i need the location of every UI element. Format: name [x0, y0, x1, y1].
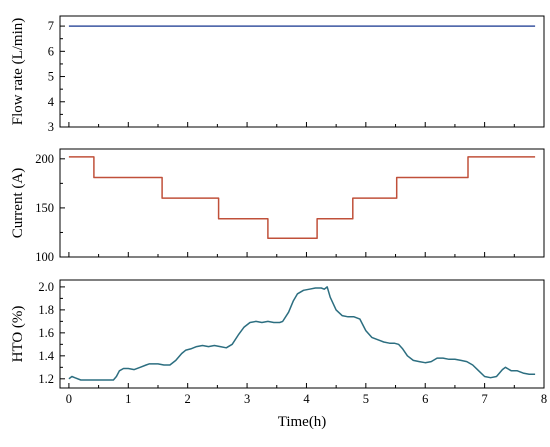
x-tick-label: 7: [481, 392, 487, 406]
y-tick-label: 1.2: [38, 372, 54, 386]
plot-frame: [59, 148, 545, 258]
y-tick-label: 4: [48, 95, 55, 109]
x-tick-label: 2: [185, 392, 191, 406]
y-tick-label: 1.8: [38, 303, 54, 317]
x-tick-label: 6: [422, 392, 428, 406]
y-tick-label: 200: [35, 152, 54, 166]
y-tick-label: 1.4: [38, 349, 54, 363]
y-tick-label: 7: [48, 19, 54, 33]
y-tick-label: 3: [48, 120, 54, 134]
x-tick-label: 5: [363, 392, 369, 406]
x-axis-label: Time(h): [278, 414, 327, 430]
series-line: [68, 286, 536, 381]
flow-rate-panel: 3 4 5 6 7 Flow rate (L/min): [10, 15, 545, 134]
y-tick-label: 100: [35, 250, 54, 264]
y-axis-label: Current (A): [10, 168, 26, 238]
y-tick-label: 2.0: [38, 280, 54, 294]
current-panel: 100 150 200 Current (A): [10, 148, 545, 264]
y-axis-label: Flow rate (L/min): [10, 18, 26, 125]
x-tick-label: 3: [244, 392, 250, 406]
hto-panel: 0 1 2 3 4 5 6 7 8 1.2 1.4 1.6 1.8 2.0 HTO (%) Time(h): [10, 279, 547, 430]
plot-frame: [59, 279, 545, 389]
y-tick-label: 150: [35, 201, 54, 215]
x-tick-label: 8: [541, 392, 547, 406]
y-axis-label: HTO (%): [10, 306, 26, 363]
y-tick-label: 6: [48, 44, 54, 58]
y-tick-label: 5: [48, 70, 54, 84]
x-tick-label: 1: [125, 392, 131, 406]
plot-frame: [59, 15, 545, 128]
x-tick-label: 0: [66, 392, 72, 406]
series-line: [68, 156, 536, 240]
x-tick-label: 4: [303, 392, 310, 406]
y-tick-label: 1.6: [38, 326, 54, 340]
